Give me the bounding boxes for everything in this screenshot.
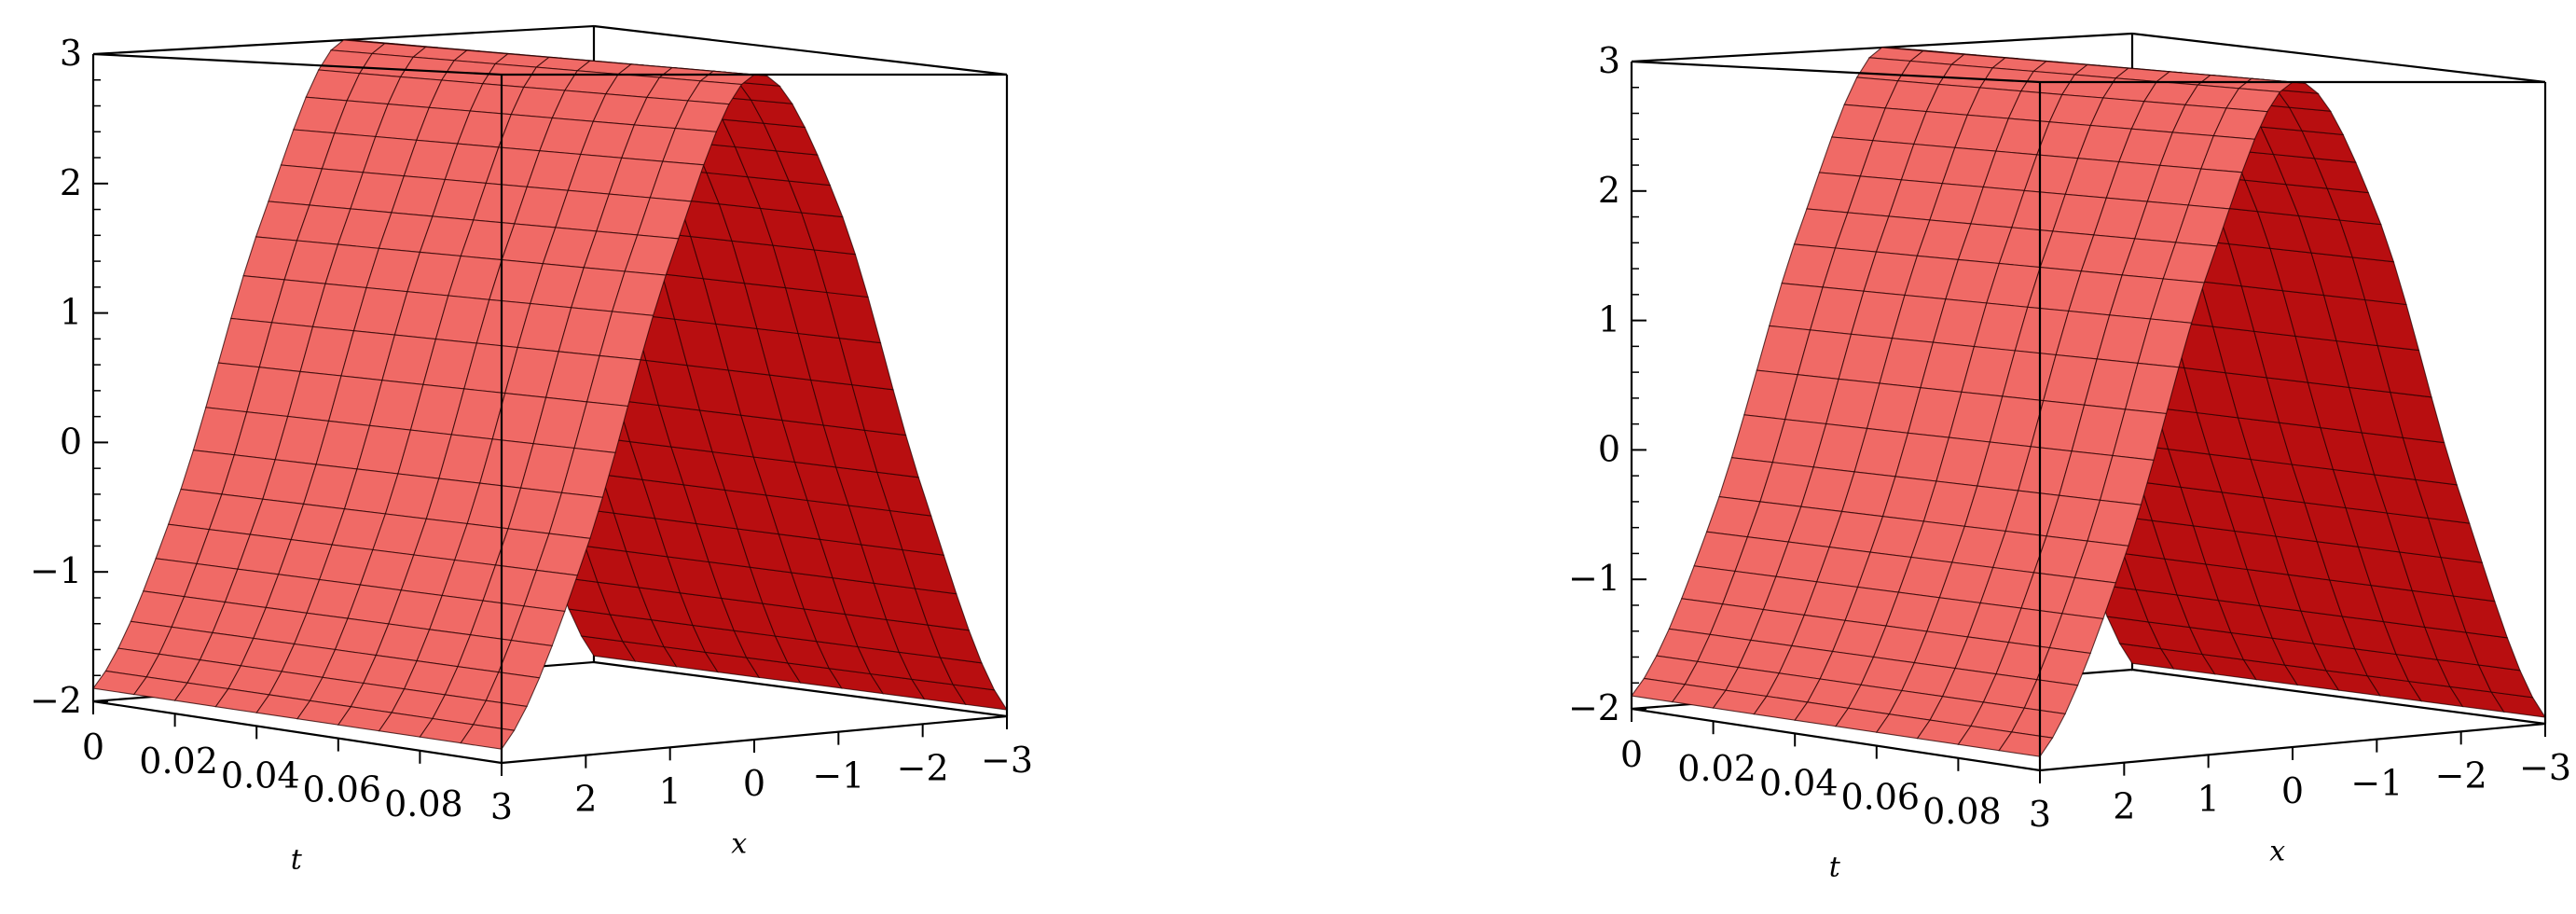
x-axis: 3 2 1 0 −1 −2 −3 x [2029, 724, 2571, 868]
z-tick-label: 1 [60, 292, 82, 333]
t-tick-label: 0.06 [302, 769, 381, 810]
t-tick-label: 0.04 [221, 755, 300, 796]
z-axis: 3 2 1 0 −1 −2 [30, 33, 108, 721]
t-axis-label: t [291, 843, 303, 876]
x-axis: 3 2 1 0 −1 −2 −3 x [490, 716, 1033, 861]
x-tick-label: −2 [897, 747, 949, 788]
t-axis-label: t [1829, 851, 1841, 883]
x-axis-label: x [731, 828, 747, 861]
box-edge-bottom-back-right [2131, 668, 2546, 726]
surface-plot-left: 3 2 1 0 −1 −2 0 0.02 0.04 0.06 0.08 t 3 2 1 0 −1 −2 −3 x [0, 0, 1072, 910]
z-tick-label: 3 [60, 33, 82, 74]
box-edge-top-back-right [2131, 32, 2546, 84]
z-tick-label: −2 [1568, 687, 1620, 728]
box-edge-bottom-back-right [593, 660, 1008, 718]
t-tick-label: 0.02 [1677, 748, 1756, 789]
surface [1631, 47, 2547, 757]
x-tick-label: 0 [2281, 770, 2304, 811]
z-tick-label: −1 [1568, 558, 1620, 599]
t-tick-label: 0 [82, 727, 104, 768]
x-tick-label: −1 [2350, 763, 2403, 804]
t-tick-label: 0.06 [1840, 777, 1920, 818]
z-tick-label: −1 [30, 550, 82, 591]
x-tick-label: 2 [2113, 786, 2135, 827]
z-tick-label: 2 [1598, 170, 1620, 211]
x-axis-label: x [2269, 836, 2285, 868]
z-axis: 3 2 1 0 −1 −2 [1568, 40, 1646, 728]
box-edge-top-back-right [593, 24, 1008, 76]
z-tick-label: 3 [1598, 40, 1620, 81]
t-tick-label: 0 [1620, 734, 1643, 775]
box-edge-bottom-front-left [92, 699, 503, 765]
z-tick-label: 1 [1598, 299, 1620, 340]
t-axis: 0 0.02 0.04 0.06 0.08 t [82, 701, 463, 876]
surface [92, 39, 1009, 750]
box-edge-top-front-left [92, 52, 503, 76]
surface-plot-right: 3 2 1 0 −1 −2 0 0.02 0.04 0.06 0.08 t 3 2 1 0 −1 −2 −3 x [1529, 0, 2576, 910]
t-tick-label: 0.08 [384, 783, 463, 824]
t-axis: 0 0.02 0.04 0.06 0.08 t [1620, 709, 2002, 883]
x-tick-label: −1 [812, 755, 864, 796]
bounding-box-front [91, 52, 1009, 765]
box-edge-bottom-front-left [1631, 707, 2041, 772]
x-tick-label: 1 [2197, 778, 2220, 819]
x-tick-label: −3 [2519, 747, 2571, 788]
z-tick-label: −2 [30, 680, 82, 721]
x-tick-label: −3 [981, 740, 1033, 781]
t-tick-label: 0.02 [139, 741, 218, 782]
box-edge-top-front-left [1631, 60, 2041, 84]
z-tick-label: 0 [1598, 428, 1620, 469]
x-tick-label: −2 [2435, 755, 2487, 796]
z-tick-label: 0 [60, 421, 82, 462]
x-tick-label: 1 [659, 770, 682, 811]
t-tick-label: 0.04 [1759, 762, 1839, 803]
z-tick-label: 2 [60, 162, 82, 203]
x-tick-label: 3 [490, 786, 513, 827]
t-tick-label: 0.08 [1922, 791, 2002, 832]
x-tick-label: 3 [2029, 794, 2051, 835]
x-tick-label: 2 [574, 779, 597, 820]
x-tick-label: 0 [743, 763, 765, 804]
